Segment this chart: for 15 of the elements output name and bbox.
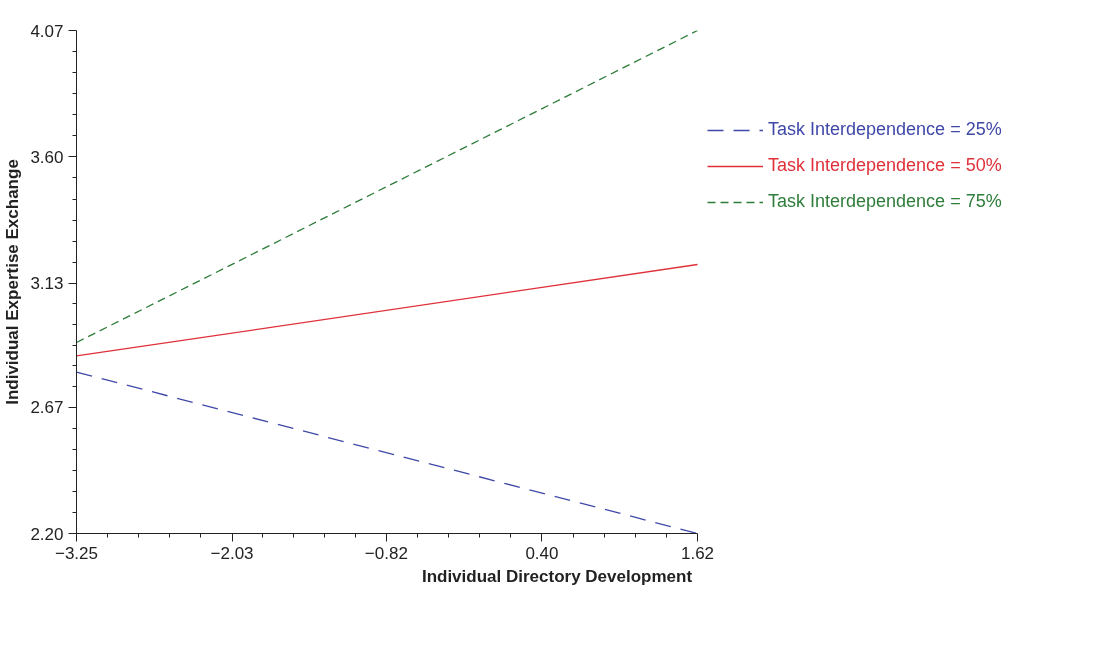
y-tick-label: 3.60 [30, 147, 64, 167]
legend-label: Task Interdependence = 25% [768, 119, 1002, 140]
x-tick-label: 0.40 [525, 543, 559, 563]
x-axis-title: Individual Directory Development [421, 566, 693, 586]
x-tick-label: −3.25 [54, 543, 99, 563]
x-tick-label: 1.62 [680, 543, 715, 563]
legend-label: Task Interdependence = 50% [768, 155, 1002, 176]
y-tick-label: 4.07 [30, 21, 64, 41]
y-tick-label: 2.20 [30, 524, 64, 544]
legend-label: Task Interdependence = 75% [768, 191, 1002, 212]
y-tick-label: 3.13 [30, 274, 64, 294]
x-tick-label: −2.03 [210, 543, 254, 563]
x-tick-label: −0.82 [364, 543, 408, 563]
y-tick-label: 2.67 [30, 398, 64, 418]
y-axis-title: Individual Expertise Exchange [3, 159, 23, 405]
